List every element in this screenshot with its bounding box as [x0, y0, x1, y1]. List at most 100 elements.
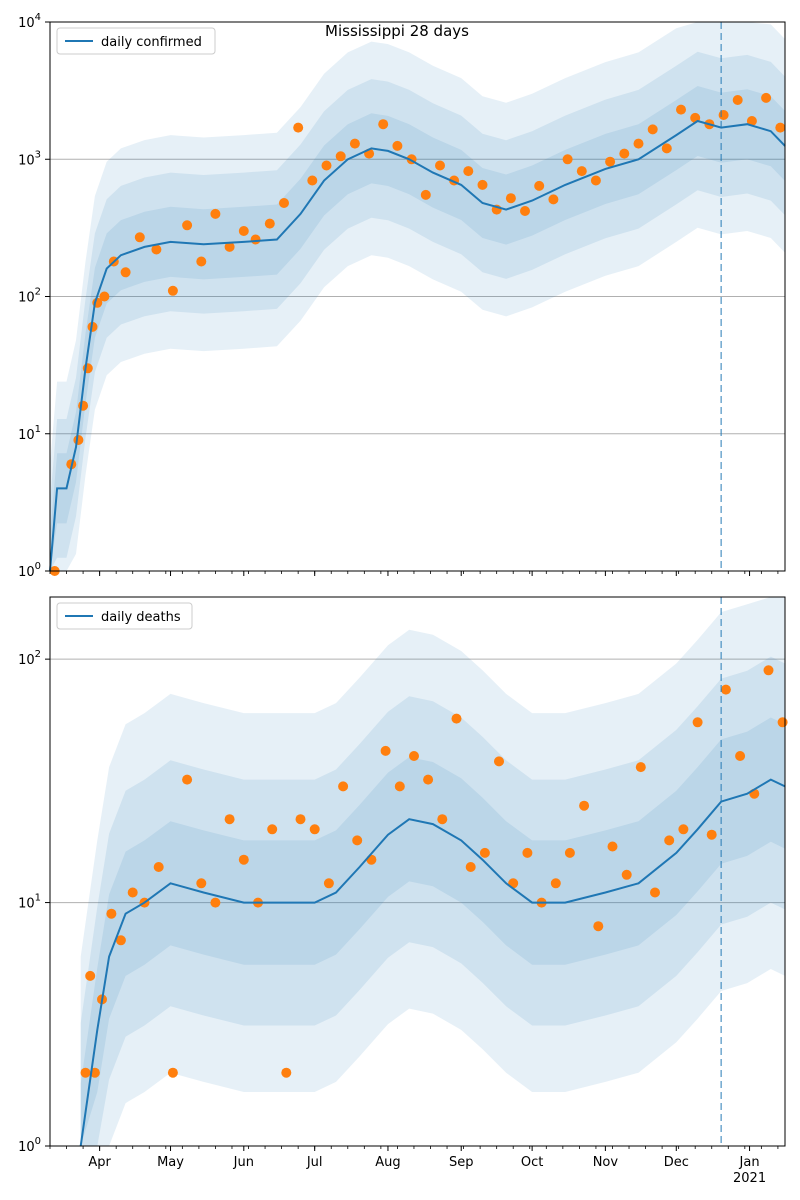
- data-point: [264, 218, 275, 229]
- legend-label-confirmed: daily confirmed: [101, 35, 202, 50]
- data-point: [338, 781, 349, 792]
- x-tick-label: Apr: [88, 1155, 111, 1170]
- data-point: [562, 154, 573, 165]
- data-point: [607, 841, 618, 852]
- uncertainty-band: [50, 22, 785, 571]
- data-point: [279, 198, 289, 208]
- data-point: [80, 1067, 91, 1078]
- data-point: [250, 234, 261, 245]
- data-point: [335, 151, 346, 162]
- data-point: [323, 878, 334, 889]
- data-point: [650, 887, 660, 898]
- data-point: [576, 166, 587, 177]
- data-point: [182, 774, 193, 785]
- data-point: [550, 878, 561, 889]
- data-point: [420, 189, 431, 200]
- data-point: [706, 829, 717, 840]
- data-point: [115, 935, 126, 946]
- data-point: [564, 847, 575, 858]
- data-point: [621, 869, 632, 880]
- uncertainty-band: [80, 597, 785, 1146]
- uncertainty-band: [50, 51, 785, 571]
- uncertainty-band: [80, 656, 785, 1146]
- x-tick-label: Jan: [739, 1155, 760, 1170]
- uncertainty-bands-confirmed: [50, 22, 785, 571]
- uncertainty-band: [80, 717, 785, 1146]
- data-point: [321, 160, 332, 171]
- data-point: [735, 751, 746, 761]
- data-point: [309, 824, 320, 835]
- data-point: [465, 862, 476, 872]
- data-point: [267, 824, 278, 835]
- data-point: [295, 814, 306, 825]
- data-point: [151, 244, 162, 255]
- data-point: [392, 140, 403, 151]
- data-point: [210, 897, 221, 908]
- data-point: [635, 762, 646, 773]
- legend-confirmed: daily confirmed: [56, 27, 216, 55]
- data-point: [763, 665, 774, 676]
- data-point: [676, 104, 686, 115]
- x-tick-label: Jul: [306, 1155, 323, 1170]
- data-point: [293, 122, 304, 133]
- data-point: [196, 256, 207, 267]
- data-point: [380, 745, 391, 756]
- x-tick-label: Oct: [521, 1155, 543, 1170]
- data-point: [718, 110, 729, 120]
- data-point: [593, 921, 604, 932]
- deaths-line: [79, 778, 786, 1147]
- data-point: [522, 847, 533, 858]
- legend-label-deaths: daily deaths: [101, 610, 181, 625]
- plot-frame-deaths: [49, 596, 786, 1147]
- x-ticks-deaths: Apr May Jun Jul Aug Sep Oct Nov Dec Jan: [49, 1146, 779, 1170]
- data-point: [153, 862, 164, 872]
- x-tick-label: May: [157, 1155, 184, 1170]
- data-point: [224, 814, 235, 825]
- data-point: [477, 179, 488, 190]
- uncertainty-band: [50, 86, 785, 571]
- y-grid-confirmed: [50, 158, 785, 435]
- data-point: [720, 684, 731, 695]
- data-point: [494, 756, 504, 767]
- y-grid-deaths: [50, 658, 785, 904]
- data-point: [664, 835, 675, 846]
- data-point: [619, 148, 630, 159]
- data-point: [120, 267, 131, 278]
- data-point: [579, 800, 590, 811]
- legend-deaths: daily deaths: [56, 602, 193, 630]
- data-point: [746, 116, 757, 126]
- data-point: [505, 193, 516, 204]
- legend-box: [56, 602, 193, 630]
- data-point: [548, 194, 559, 205]
- data-point: [678, 824, 689, 835]
- x-tick-label: Dec: [664, 1155, 689, 1170]
- data-point: [378, 119, 389, 130]
- data-point: [73, 435, 84, 445]
- x-year-label: 2021: [733, 1171, 766, 1186]
- x-tick-label: Nov: [593, 1155, 619, 1170]
- data-point: [349, 138, 360, 149]
- data-point: [661, 143, 672, 154]
- data-point: [352, 835, 363, 846]
- x-tick-label: Jun: [233, 1155, 254, 1170]
- data-point: [732, 95, 743, 105]
- data-point: [167, 285, 178, 296]
- data-point: [210, 208, 221, 219]
- data-point: [761, 92, 772, 103]
- data-point: [167, 1067, 178, 1078]
- x-tick-label: Aug: [375, 1155, 400, 1170]
- data-point: [534, 180, 545, 191]
- data-point: [281, 1067, 292, 1078]
- data-point: [437, 814, 448, 825]
- data-point: [605, 156, 616, 167]
- data-point: [463, 166, 474, 177]
- chart-title: Mississippi 28 days: [325, 22, 469, 40]
- data-point: [435, 160, 445, 171]
- data-point: [182, 220, 193, 231]
- data-point: [106, 908, 117, 919]
- data-point: [479, 847, 490, 858]
- uncertainty-bands-deaths: [80, 597, 785, 1146]
